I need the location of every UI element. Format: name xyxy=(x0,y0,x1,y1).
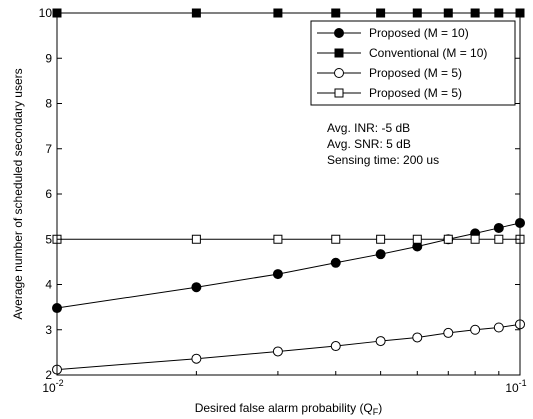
annotation: Sensing time: 200 us xyxy=(327,153,439,167)
legend-entry: Conventional (M = 10) xyxy=(317,46,487,60)
y-tick-label: 3 xyxy=(45,323,52,337)
series-3 xyxy=(52,319,525,375)
y-tick-label: 8 xyxy=(45,97,52,111)
data-point xyxy=(493,222,504,233)
legend-marker xyxy=(334,48,344,58)
data-point xyxy=(272,346,283,357)
data-point xyxy=(191,282,202,293)
y-tick-label: 4 xyxy=(45,278,52,292)
data-point xyxy=(330,341,341,352)
y-tick-label: 2 xyxy=(45,368,52,382)
legend-marker xyxy=(334,68,344,78)
data-point xyxy=(191,353,202,364)
data-point xyxy=(470,234,480,244)
legend: Proposed (M = 10) Conventional (M = 10) Pr… xyxy=(310,20,516,106)
data-point xyxy=(494,234,504,244)
y-tick-label: 6 xyxy=(45,187,52,201)
data-point xyxy=(331,234,341,244)
legend-entry: Proposed (M = 5) xyxy=(317,66,462,80)
data-point xyxy=(493,322,504,333)
series-line xyxy=(56,323,521,371)
legend-marker xyxy=(334,28,344,38)
annotations: Avg. INR: -5 dB Avg. SNR: 5 dB Sensing tim… xyxy=(327,121,439,167)
y-tick-label: 9 xyxy=(45,51,52,65)
data-point xyxy=(412,234,422,244)
x-axis-label: Desired false alarm probability (QF) xyxy=(195,401,383,417)
y-tick-label: 5 xyxy=(45,232,52,246)
data-point xyxy=(375,336,386,347)
x-tick-label: 10-1 xyxy=(505,378,526,395)
data-point xyxy=(443,327,454,338)
data-point xyxy=(272,269,283,280)
data-point xyxy=(191,234,201,244)
series-4 xyxy=(52,234,525,244)
axes-layer: 2 3 4 5 6 7 8 9 10 10-2 10-1 Desired false alarm pr… xyxy=(11,6,527,417)
legend-label: Proposed (M = 5) xyxy=(369,66,462,80)
y-axis-label: Average number of scheduled secondary us… xyxy=(11,68,25,319)
legend-box xyxy=(310,20,516,106)
data-point xyxy=(376,234,386,244)
data-point xyxy=(443,234,453,244)
data-point xyxy=(470,324,481,335)
y-tick-label: 10 xyxy=(39,6,53,20)
x-tick-label: 10-2 xyxy=(42,378,63,395)
legend-label: Conventional (M = 10) xyxy=(369,46,487,60)
data-point xyxy=(330,257,341,268)
legend-label: Proposed (M = 10) xyxy=(369,26,469,40)
legend-marker xyxy=(334,88,344,98)
series-line xyxy=(56,222,521,309)
annotation: Avg. SNR: 5 dB xyxy=(327,137,411,151)
annotation: Avg. INR: -5 dB xyxy=(327,121,410,135)
data-point xyxy=(273,234,283,244)
legend-label: Proposed (M = 5) xyxy=(369,86,462,100)
y-tick-label: 7 xyxy=(45,142,52,156)
series-1 xyxy=(52,217,525,314)
data-point xyxy=(375,249,386,260)
legend-entry: Proposed (M = 5) xyxy=(317,86,462,100)
data-point xyxy=(412,332,423,343)
legend-entry: Proposed (M = 10) xyxy=(317,26,469,40)
